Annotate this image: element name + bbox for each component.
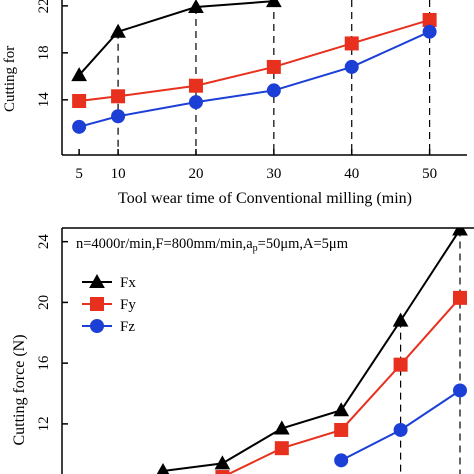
marker: [188, 0, 204, 14]
marker: [111, 89, 126, 104]
marker: [111, 109, 126, 124]
marker: [422, 12, 437, 27]
marker: [215, 470, 230, 474]
marker: [188, 78, 203, 93]
annotation-subscript: p: [253, 243, 258, 254]
marker: [90, 319, 104, 333]
marker: [110, 23, 126, 38]
marker: [214, 455, 231, 470]
series-line: [162, 228, 461, 472]
x-tick-label: 20: [188, 166, 203, 182]
marker: [89, 273, 105, 288]
y-tick-label: 12: [36, 416, 52, 431]
marker: [334, 453, 349, 468]
marker: [266, 59, 281, 74]
y-tick-label: 18: [36, 45, 52, 60]
marker: [90, 297, 104, 311]
y-tick-label: 20: [36, 295, 52, 310]
marker: [273, 420, 290, 435]
annotation-text: n=4000r/min,F=800mm/min,a: [76, 236, 253, 252]
marker: [265, 0, 282, 8]
marker: [344, 36, 359, 51]
series-line: [78, 30, 431, 128]
series-line: [78, 0, 274, 76]
marker: [274, 441, 289, 456]
x-tick-label: 50: [422, 166, 437, 182]
annotation-text: =50μm,A=5μm: [258, 236, 349, 252]
marker: [344, 59, 359, 74]
x-tick-label: 40: [344, 166, 359, 182]
x-axis-label: Tool wear time of Conventional milling (…: [118, 190, 412, 207]
marker: [71, 67, 87, 82]
y-axis-label: Cutting for: [2, 46, 18, 112]
annotation: n=4000r/min,F=800mm/min,ap=50μm,A=5μm: [76, 236, 349, 254]
marker: [72, 93, 87, 108]
marker: [188, 95, 203, 110]
marker: [393, 422, 408, 437]
marker: [393, 357, 408, 372]
y-tick-label: 24: [36, 234, 52, 250]
marker: [453, 290, 467, 305]
y-axis-label: Cutting force (N): [11, 334, 28, 445]
legend-label: Fx: [120, 275, 136, 291]
x-tick-label: 10: [111, 166, 126, 182]
marker: [392, 312, 409, 327]
series-line: [226, 297, 461, 474]
marker: [334, 422, 349, 437]
marker: [453, 383, 467, 398]
y-tick-label: 14: [36, 92, 52, 108]
plot-area: [156, 228, 468, 474]
marker: [452, 228, 468, 236]
x-tick-label: 5: [75, 166, 83, 182]
x-tick-label: 30: [266, 166, 281, 182]
plot-area: [71, 0, 437, 155]
marker: [266, 83, 281, 98]
marker: [156, 462, 170, 474]
y-tick-label: 22: [36, 0, 52, 13]
marker: [422, 24, 437, 39]
marker: [333, 402, 350, 417]
y-tick-label: 16: [36, 355, 52, 371]
marker: [72, 119, 87, 134]
legend-label: Fz: [120, 319, 135, 335]
legend-label: Fy: [120, 297, 136, 313]
series-line: [79, 19, 430, 102]
